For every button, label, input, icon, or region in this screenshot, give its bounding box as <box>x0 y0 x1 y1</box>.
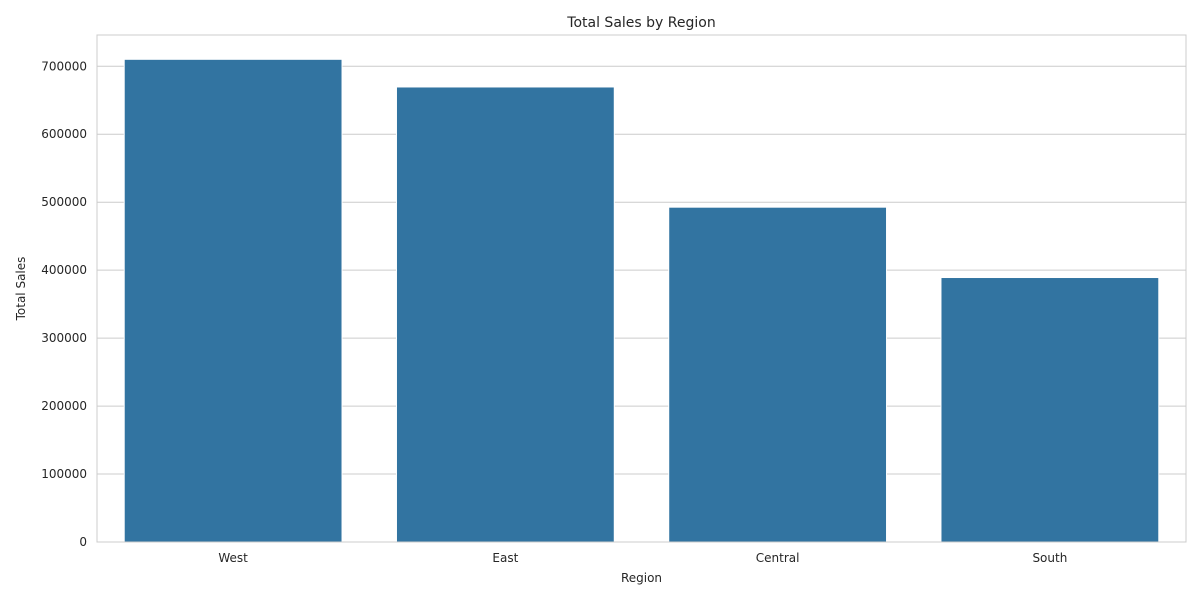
y-tick-label: 100000 <box>41 467 87 481</box>
bar-east <box>395 86 615 543</box>
y-tick-labels: 0 100000 200000 300000 400000 500000 600000 700… <box>41 59 87 549</box>
bars <box>123 58 1160 543</box>
y-tick-label: 400000 <box>41 263 87 277</box>
bar-south <box>940 277 1160 543</box>
y-tick-label: 200000 <box>41 399 87 413</box>
y-tick-label: 0 <box>79 535 87 549</box>
x-tick-label: Central <box>756 551 800 565</box>
bar-central <box>668 206 888 543</box>
y-tick-label: 700000 <box>41 59 87 73</box>
y-tick-label: 300000 <box>41 331 87 345</box>
bar-west <box>123 58 343 543</box>
plot-frame <box>96 34 1187 543</box>
chart-title: Total Sales by Region <box>566 15 715 31</box>
x-tick-labels: West East Central South <box>218 551 1067 565</box>
y-tick-label: 500000 <box>41 195 87 209</box>
x-tick-label: East <box>492 551 518 565</box>
x-axis-label: Region <box>621 571 662 585</box>
y-tick-label: 600000 <box>41 127 87 141</box>
y-axis-label: Total Sales <box>14 257 28 322</box>
x-tick-label: South <box>1032 551 1067 565</box>
x-tick-label: West <box>218 551 248 565</box>
